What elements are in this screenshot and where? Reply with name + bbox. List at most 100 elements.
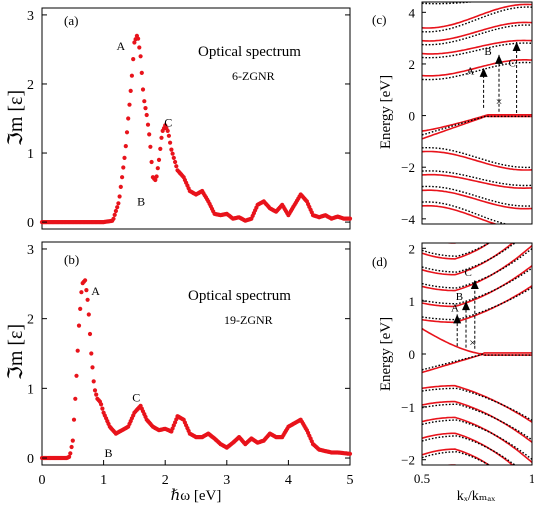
panel-c-bands — [422, 2, 532, 224]
band-solid — [422, 243, 491, 260]
spectrum-point — [140, 87, 146, 92]
panel-a-frame — [41, 7, 351, 230]
y-tick-label: 0 — [409, 347, 416, 362]
band-dotted — [422, 243, 517, 273]
spectrum-point — [121, 165, 126, 170]
transition-arrowhead — [470, 280, 479, 289]
panel-b-title: Optical spectrum — [188, 288, 291, 304]
x-tick-label: 0 — [39, 473, 46, 488]
peak-label: C — [132, 390, 140, 404]
transition-arrowhead — [462, 301, 470, 311]
band-solid — [422, 245, 532, 292]
panel-b-ylabel: ℑm [ε] — [5, 324, 27, 380]
spectrum-point — [86, 312, 91, 317]
panel-c: −4 −2 0 2 4 (c) Energy [eV] AB C × — [372, 1, 533, 227]
spectrum-point — [131, 57, 136, 62]
transition-label: C — [509, 58, 516, 70]
transition-arrowhead — [495, 54, 503, 64]
x-tick-label: 4 — [285, 473, 292, 488]
transition-label: C — [465, 267, 472, 279]
x-tick-label: 1 — [529, 471, 534, 486]
panel-b-subtitle: 19-ZGNR — [224, 313, 273, 327]
panel-b-xlabel: ℏω [eV] — [171, 488, 222, 504]
y-tick-label: 1 — [27, 382, 34, 397]
band-solid — [422, 416, 532, 463]
band-solid — [422, 285, 532, 324]
spectrum-point — [84, 288, 89, 293]
band-solid — [422, 114, 532, 132]
y-tick-label: 3 — [27, 9, 34, 24]
spectrum-point — [70, 438, 75, 443]
spectrum-point — [123, 144, 128, 149]
y-tick-label: −1 — [401, 400, 415, 415]
band-solid — [422, 353, 532, 374]
spectrum-point — [83, 278, 88, 283]
band-dotted — [422, 267, 532, 305]
panel-d-frame — [421, 242, 533, 466]
band-dotted — [422, 387, 532, 421]
panel-a-subtitle: 6-ZGNR — [232, 69, 275, 83]
panel-a-title: Optical spectrum — [198, 44, 301, 60]
spectrum-point — [113, 208, 118, 214]
band-dotted — [422, 287, 532, 321]
y-tick-label: 1 — [27, 147, 34, 162]
band-solid — [422, 327, 532, 355]
spectrum-point — [112, 212, 117, 217]
band-dotted — [422, 190, 532, 240]
y-tick-label: 2 — [409, 57, 416, 72]
y-tick-label: 2 — [409, 241, 416, 256]
transition-label: A — [451, 302, 459, 314]
spectrum-point — [171, 155, 176, 160]
band-dotted — [422, 24, 532, 46]
band-solid — [422, 39, 532, 55]
spectrum-point — [139, 70, 144, 75]
y-tick-label: 0 — [409, 109, 416, 124]
band-dotted — [422, 2, 478, 5]
y-tick-label: 3 — [27, 243, 34, 258]
spectrum-point — [128, 88, 133, 93]
band-solid — [422, 59, 532, 77]
spectrum-point — [173, 159, 178, 165]
panel-d-label: (d) — [372, 254, 387, 269]
panel-c-label: (c) — [372, 12, 386, 27]
band-dotted — [422, 147, 532, 169]
band-solid — [422, 243, 514, 276]
band-solid — [422, 3, 532, 29]
spectrum-point — [159, 135, 164, 140]
band-solid — [422, 173, 532, 189]
x-tick-label: 0.5 — [414, 471, 430, 486]
y-tick-label: −2 — [401, 453, 415, 468]
spectrum-point — [137, 45, 142, 50]
x-tick-label: 3 — [223, 473, 230, 488]
panel-a-yticks: 0 1 2 3 — [27, 9, 350, 231]
spectrum-point — [129, 73, 134, 78]
spectrum-point — [158, 146, 163, 151]
peak-label: B — [137, 194, 145, 208]
transition-arrowhead — [479, 67, 488, 77]
band-dotted — [422, 201, 510, 224]
spectrum-point — [347, 216, 353, 221]
band-solid — [422, 115, 532, 140]
spectrum-point — [99, 402, 104, 407]
spectrum-point — [85, 297, 90, 302]
spectrum-point — [76, 323, 82, 328]
band-dotted — [422, 435, 517, 465]
spectrum-point — [143, 106, 148, 111]
spectrum-point — [142, 99, 147, 104]
panel-d-xlabel: kₓ/kₘₐₓ — [457, 489, 496, 504]
panel-c-frame — [421, 1, 533, 225]
x-tick-label: 1 — [100, 473, 107, 488]
spectrum-point — [69, 444, 74, 450]
panel-b-frame — [41, 241, 351, 466]
band-dotted — [422, 61, 532, 81]
spectrum-point — [347, 451, 353, 456]
band-solid — [422, 400, 532, 443]
forbidden-transition-mark: × — [496, 94, 503, 108]
spectrum-point — [100, 406, 105, 411]
panel-d-bands — [422, 190, 532, 465]
panel-a: 0 1 2 3 (a) Optical spectrum 6-ZGNR A B C ℑm … — [5, 7, 353, 231]
spectrum-point — [75, 348, 80, 353]
spectrum-point — [136, 36, 141, 41]
